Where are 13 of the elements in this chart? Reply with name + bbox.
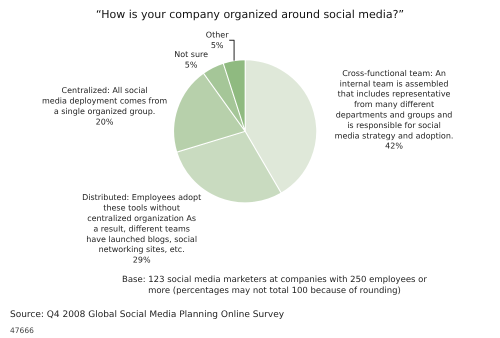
chart-title: “How is your company organized around social media?” [96,8,404,21]
data-label: 5% [210,41,224,50]
slice-label: Distributed: Employees adopt these tools without centralized organization As a result, different teams have launched blogs, social networking sites, etc. [82,193,202,254]
text: Base: 123 social media marketers at companies with 250 employees or more (percentages may not total 100 because of rounding) [122,275,428,296]
slice-label: Other [206,30,230,40]
data-label: 29% [132,256,151,265]
slice-label: Cross-functional team: An internal team is assembled that includes representative from many different departments and groups and is responsible for social media strategy and adoption. [334,68,454,140]
data-label: 5% [184,60,198,70]
slice-label: Not sure [174,50,208,60]
data-label: 42% [385,142,404,151]
source-note: Source: Q4 2008 Global Social Media Planning Online Survey [10,310,285,320]
data-label: 20% [96,117,114,126]
slice-label: Centralized: All social media deployment comes from a single organized group. [42,86,168,116]
